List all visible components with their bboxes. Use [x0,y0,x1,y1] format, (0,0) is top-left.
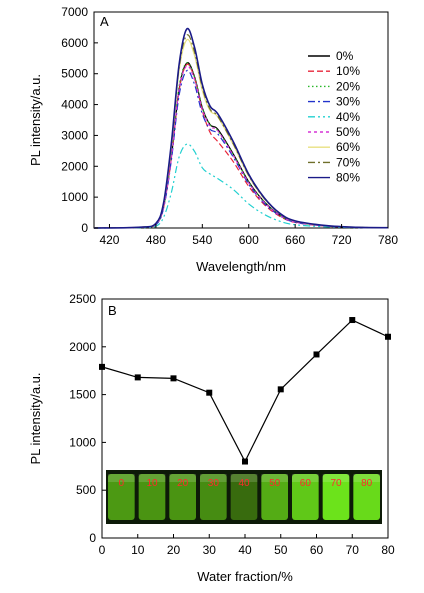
vial-cap [200,474,227,482]
vial-cap [230,474,258,482]
panel-a-y-tick-label: 4000 [61,98,88,112]
legend-entry: 0% [336,49,354,63]
panel-a-chart: 420 480 540 600 660 720 780 0 1000 2000 3000 4000 50… [28,5,398,274]
legend-entry: 30% [336,95,360,109]
series-line-8 [93,27,389,229]
panel-a-y-tick-label: 6000 [61,36,88,50]
panel-b-y-tick-label: 1000 [69,435,96,449]
data-point-marker [385,333,391,340]
vial [292,474,319,520]
vial-cap [169,474,196,482]
vial-label: 50 [269,478,281,489]
vial [108,474,135,520]
panel-b-y-tick-label: 0 [89,531,96,545]
legend-entry: 60% [336,140,360,154]
data-point-marker [99,363,105,370]
data-point-marker [170,375,177,382]
vial [138,474,166,520]
data-point-marker [313,351,320,358]
panel-b-x-tick-label: 80 [381,543,395,557]
legend-entry: 50% [336,125,360,139]
panel-a-x-tick-label: 660 [285,233,305,247]
panel-b-x-tick-label: 10 [131,543,145,557]
vial [200,474,227,520]
panel-b-y-axis-label: PL intensity/a.u. [28,372,43,464]
panel-b-x-tick-label: 0 [99,543,106,557]
panel-b-y-tick-label: 500 [76,483,96,497]
panel-b-y-tick-label: 2500 [69,292,96,306]
vial-label: 30 [208,478,220,489]
panel-a-x-tick-label: 600 [239,233,259,247]
panel-a-frame [93,11,389,229]
vial [353,474,380,520]
series-line-7 [93,34,389,229]
vial [322,474,350,520]
vial [230,474,258,520]
panel-a-label: A [100,14,109,29]
series-line-3 [93,69,389,229]
panel-a-y-tick-label: 7000 [61,5,88,19]
vial-cap [138,474,166,482]
panel-b-x-tick-label: 20 [167,543,181,557]
panel-a-y-tick-label: 0 [81,221,88,235]
panel-a-y-axis-label: PL intensity/a.u. [28,74,43,166]
panel-a-x-tick-label: 420 [99,233,119,247]
panel-b-label: B [108,303,117,318]
panel-b-x-tick-label: 40 [238,543,252,557]
vial-label: 10 [146,478,158,489]
vial-label: 60 [300,478,312,489]
panel-b-y-tick-label: 2000 [69,340,96,354]
panel-b-x-tick-label: 70 [346,543,360,557]
vial-cap [353,474,380,482]
vial-label: 70 [330,478,342,489]
vial-label: 80 [361,478,373,489]
panel-b-x-tick-label: 50 [274,543,288,557]
legend-entry: 20% [336,79,360,93]
legend-entry: 70% [336,155,360,169]
data-point-marker [242,458,248,465]
panel-a-x-tick-label: 540 [192,233,212,247]
data-point-marker [134,374,141,381]
vial-label: 0 [119,478,125,489]
panel-b-series-line [99,317,391,465]
legend-entry: 80% [336,171,360,185]
panel-a-ticks: 420 480 540 600 660 720 780 0 1000 2000 3000 4000 50… [61,5,398,247]
panel-a-y-tick-label: 1000 [61,190,88,204]
vial-cap [108,474,135,482]
vial [261,474,288,520]
panel-a-x-tick-label: 780 [378,233,398,247]
panel-a-y-tick-label: 5000 [61,67,88,81]
vial-cap [292,474,319,482]
panel-b-x-tick-label: 30 [203,543,217,557]
vial-cap [322,474,350,482]
vials-photo-inset: 0 10 20 30 40 50 60 70 80 [106,470,382,524]
vial-label: 20 [177,478,189,489]
legend-entry: 40% [336,110,360,124]
panel-a-x-tick-label: 720 [332,233,352,247]
vial-cap [261,474,288,482]
panel-a-x-tick-label: 480 [146,233,166,247]
panel-b-x-tick-label: 60 [310,543,324,557]
vial-label: 40 [238,478,250,489]
data-point-marker [206,389,213,396]
panel-a-y-tick-label: 3000 [61,128,88,142]
panel-b-y-tick-label: 1500 [69,388,96,402]
vial [169,474,196,520]
legend-entry: 10% [336,64,360,78]
panel-a-x-axis-label: Wavelength/nm [196,259,286,274]
panel-b-chart: 0 10 20 30 40 50 60 70 80 0 10 20 30 40 50 60 70 80 0 500 1… [28,292,395,584]
data-point-marker [277,386,284,393]
panel-a-y-tick-label: 2000 [61,159,88,173]
panel-a-legend: 0%10%20% 30%40%50%60%70% 80% [308,49,360,185]
panel-b-x-axis-label: Water fraction/% [197,569,293,584]
pl-intensity-line [101,319,389,463]
data-point-marker [349,317,356,324]
